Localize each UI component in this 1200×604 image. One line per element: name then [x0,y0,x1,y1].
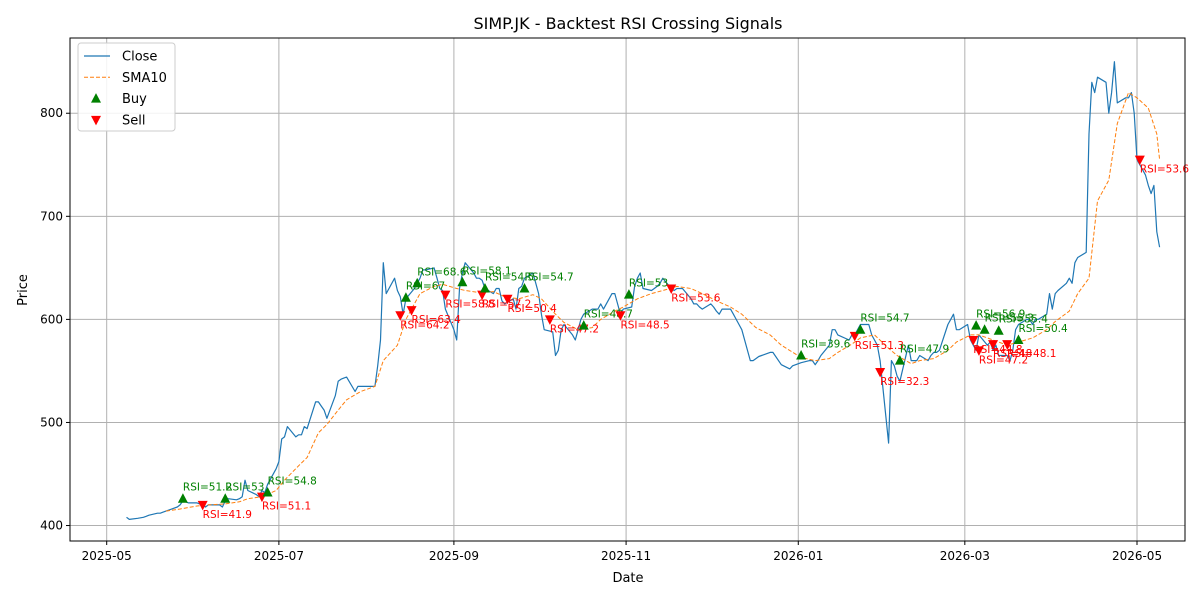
buy-signal-label: RSI=54.7 [860,313,909,325]
legend: Close SMA10 Buy Sell [77,42,176,132]
y-tick-label: 700 [40,209,63,223]
buy-signal-marker [578,320,589,330]
legend-box [77,42,176,132]
buy-signal-label: RSI=51.2 [183,482,232,494]
legend-swatch-buy [91,93,101,103]
sell-signal-marker [395,311,406,321]
buy-signal-label: RSI=50.4 [1018,323,1068,335]
sell-signal-marker [968,336,979,346]
buy-signal-label: RSI=47.9 [900,344,949,356]
buy-signal-label: RSI=68.6 [417,266,467,278]
legend-label: SMA10 [122,71,167,86]
buy-signal-marker [220,493,231,503]
buy-signal-marker [894,355,905,365]
axes-layer: 2025-05 2025-07 2025-09 2025-11 2026-01 2026-… [40,106,1162,563]
sell-signal-marker [406,306,417,316]
buy-signal-marker [979,324,990,334]
sell-signal-marker [1134,155,1145,166]
sell-signal-label: RSI=53.6 [1140,164,1190,176]
sell-signal-label: RSI=53.6 [671,292,721,304]
x-tick-label: 2026-01 [773,549,823,563]
sell-signal-marker [988,340,999,350]
sell-signal-marker [875,367,886,378]
legend-label: Buy [122,92,147,107]
buy-signal-marker [623,289,634,299]
buy-signal-marker [400,292,411,302]
sell-signal-label: RSI=41.9 [203,509,252,521]
buy-signal-marker [855,324,866,334]
buy-signal-marker [262,487,273,497]
sell-signal-label: RSI=57.2 [482,299,531,311]
buy-signal-label: RSI=55.4 [999,314,1049,326]
buy-signal-marker [796,349,807,360]
x-axis-label: Date [612,571,643,586]
y-tick-label: 800 [40,106,63,120]
y-axis-label: Price [16,274,31,306]
buy-signal-marker [412,277,423,288]
sell-signal-label: RSI=48.5 [620,319,669,331]
buy-signal-label: RSI=54.5 [485,271,534,283]
buy-signal-label: RSI=55.3 [985,313,1034,325]
sell-signal-marker [440,290,451,301]
legend-label: Close [122,50,157,65]
y-tick-label: 500 [40,415,63,429]
buy-signal-marker [1013,334,1024,345]
grid-layer [70,38,1185,541]
x-tick-label: 2025-07 [254,549,304,563]
legend-label: Sell [122,113,145,128]
sell-signal-marker [615,311,626,321]
buy-signal-marker [519,282,530,293]
sell-signal-marker [502,294,513,305]
buy-signal-marker [971,320,982,330]
buy-signal-label: RSI=39.6 [801,338,851,350]
sell-signal-label: RSI=58.8 [445,299,494,311]
chart-title: SIMP.JK - Backtest RSI Crossing Signals [474,14,783,33]
buy-signal-label: RSI=53 [629,278,668,290]
plot-frame [69,37,1186,542]
y-tick-label: 600 [40,312,63,326]
signal-layer: RSI=51.2 RSI=41.9 RSI=53 RSI=51.1 RSI=54.8 RS… [177,155,1190,521]
sell-signal-label: RSI=50.4 [508,303,558,315]
x-tick-label: 2025-11 [601,549,651,563]
sell-signal-marker [544,315,555,325]
x-tick-label: 2025-09 [429,549,479,563]
buy-signal-label: RSI=58.1 [462,265,511,277]
x-tick-label: 2026-05 [1112,549,1162,563]
buy-signal-label: RSI=54.8 [268,476,317,488]
sell-signal-label: RSI=47.2 [979,354,1028,366]
sell-signal-label: RSI=48.1 [1007,348,1056,360]
sell-signal-label: RSI=44.8 [973,344,1022,356]
sell-signal-label: RSI=32.3 [880,376,929,388]
sell-signal-marker [849,331,860,342]
series-line-close [126,61,1161,520]
buy-signal-label: RSI=56.9 [976,309,1025,321]
sell-signal-label: RSI=64.2 [400,319,449,331]
buy-signal-marker [479,282,490,293]
sell-signal-label: RSI=48 [993,348,1032,360]
buy-signal-marker [993,325,1004,335]
legend-swatch-sell [91,115,101,126]
sell-signal-marker [666,284,677,294]
buy-signal-marker [457,276,468,287]
buy-signal-label: RSI=67 [406,281,445,293]
sell-signal-label: RSI=51.3 [855,340,904,352]
buy-signal-marker [177,493,188,503]
buy-signal-label: RSI=54.7 [524,271,573,283]
y-tick-label: 400 [40,519,63,533]
sell-signal-marker [477,290,488,301]
sell-signal-marker [973,346,984,356]
x-tick-label: 2025-05 [82,549,132,563]
sell-signal-label: RSI=51.1 [262,501,311,513]
sell-signal-label: RSI=63.4 [412,314,462,326]
sell-signal-marker [197,500,208,511]
sell-signal-marker [1002,340,1013,350]
x-tick-label: 2026-03 [940,549,990,563]
buy-signal-label: RSI=53 [225,482,264,494]
sell-signal-label: RSI=47.2 [550,323,599,335]
